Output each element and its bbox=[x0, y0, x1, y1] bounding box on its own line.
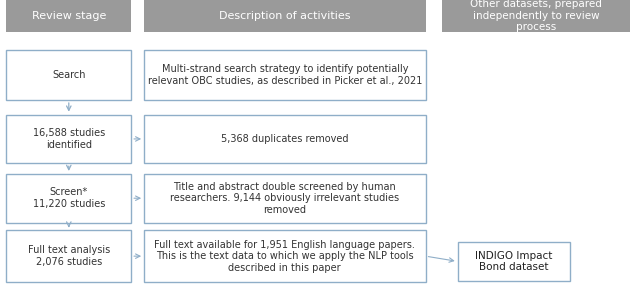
FancyBboxPatch shape bbox=[144, 174, 426, 222]
FancyBboxPatch shape bbox=[458, 242, 570, 281]
FancyBboxPatch shape bbox=[442, 0, 630, 32]
Text: Full text available for 1,951 English language papers.
This is the text data to : Full text available for 1,951 English la… bbox=[154, 240, 415, 273]
Text: INDIGO Impact
Bond dataset: INDIGO Impact Bond dataset bbox=[475, 251, 552, 272]
Text: Description of activities: Description of activities bbox=[219, 11, 351, 21]
Text: 16,588 studies
identified: 16,588 studies identified bbox=[33, 128, 105, 150]
FancyBboxPatch shape bbox=[144, 50, 426, 100]
Text: Screen*
11,220 studies: Screen* 11,220 studies bbox=[33, 187, 105, 209]
FancyBboxPatch shape bbox=[6, 230, 131, 282]
FancyBboxPatch shape bbox=[6, 50, 131, 100]
Text: Multi-strand search strategy to identify potentially
relevant OBC studies, as de: Multi-strand search strategy to identify… bbox=[148, 64, 422, 86]
Text: Search: Search bbox=[52, 70, 86, 80]
FancyBboxPatch shape bbox=[144, 0, 426, 32]
Text: 5,368 duplicates removed: 5,368 duplicates removed bbox=[221, 134, 349, 144]
FancyBboxPatch shape bbox=[6, 0, 131, 32]
FancyBboxPatch shape bbox=[144, 230, 426, 282]
Text: Other datasets, prepared
independently to review
process: Other datasets, prepared independently t… bbox=[470, 0, 602, 32]
FancyBboxPatch shape bbox=[6, 174, 131, 222]
FancyBboxPatch shape bbox=[144, 114, 426, 163]
Text: Full text analysis
2,076 studies: Full text analysis 2,076 studies bbox=[28, 245, 110, 267]
Text: Review stage: Review stage bbox=[31, 11, 106, 21]
FancyBboxPatch shape bbox=[6, 114, 131, 163]
Text: Title and abstract double screened by human
researchers. 9,144 obviously irrelev: Title and abstract double screened by hu… bbox=[170, 182, 399, 215]
